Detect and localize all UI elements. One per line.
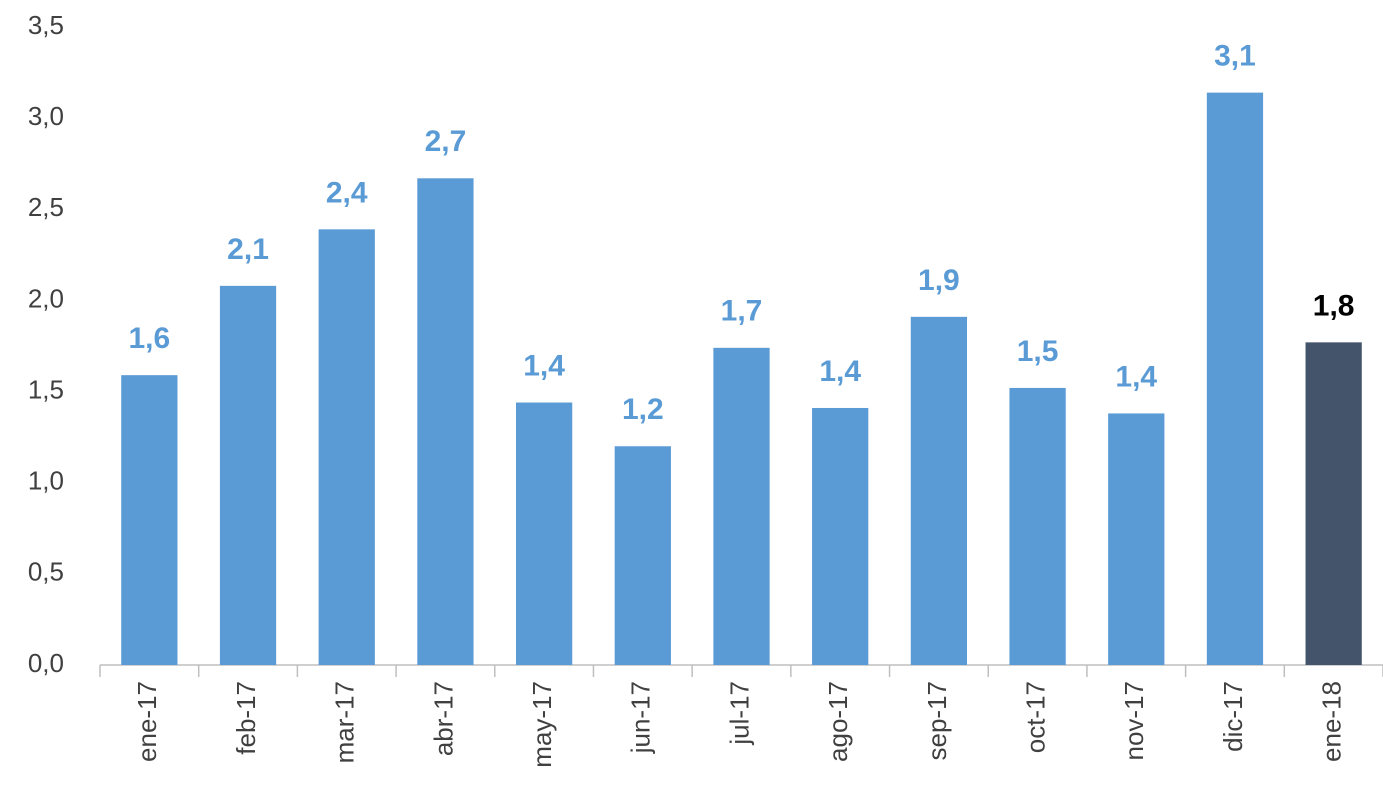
x-tick-label: oct-17 <box>1020 681 1050 753</box>
bar <box>910 316 968 665</box>
x-tick-label: nov-17 <box>1119 681 1149 761</box>
x-tick-label: feb-17 <box>231 681 261 755</box>
x-tick-label: sep-17 <box>922 681 952 761</box>
value-label: 2,7 <box>425 125 467 158</box>
bar <box>614 446 671 665</box>
y-tick-label: 0,5 <box>28 557 64 587</box>
y-tick-label: 2,5 <box>28 192 64 222</box>
x-tick-label: mar-17 <box>330 681 360 763</box>
bar <box>812 407 869 665</box>
bar <box>515 402 573 665</box>
y-tick-label: 3,5 <box>28 10 64 40</box>
x-tick-label: ago-17 <box>823 681 853 762</box>
value-label: 1,5 <box>1017 335 1059 368</box>
x-tick-label: may-17 <box>527 681 557 768</box>
y-tick-label: 3,0 <box>28 101 64 131</box>
bar <box>417 178 474 665</box>
value-label: 1,4 <box>1115 360 1157 393</box>
bar <box>219 285 277 665</box>
x-tick-label: ene-17 <box>132 681 162 762</box>
y-tick-label: 2,0 <box>28 283 64 313</box>
value-label: 3,1 <box>1214 40 1256 73</box>
value-label: 1,6 <box>128 322 170 355</box>
bar <box>1305 342 1362 665</box>
value-label: 1,8 <box>1313 289 1355 322</box>
y-tick-label: 0,0 <box>28 648 64 678</box>
bar <box>1108 413 1165 665</box>
x-tick-label: abr-17 <box>428 681 458 756</box>
value-label: 1,7 <box>721 295 763 328</box>
value-label: 1,4 <box>523 349 565 382</box>
x-tick-label: dic-17 <box>1218 681 1248 752</box>
bar <box>1206 92 1264 665</box>
value-label: 1,9 <box>918 264 960 297</box>
bar <box>121 375 178 665</box>
bar <box>1009 387 1066 665</box>
bar <box>713 347 770 665</box>
y-tick-label: 1,5 <box>28 374 64 404</box>
value-label: 1,4 <box>819 355 861 388</box>
value-label: 2,1 <box>227 233 269 266</box>
x-tick-label: jun-17 <box>626 681 656 754</box>
y-tick-label: 1,0 <box>28 466 64 496</box>
value-label: 2,4 <box>326 176 368 209</box>
x-tick-label: jul-17 <box>724 681 754 746</box>
x-tick-label: ene-18 <box>1317 681 1347 762</box>
bar <box>318 229 375 665</box>
value-label: 1,2 <box>622 393 664 426</box>
